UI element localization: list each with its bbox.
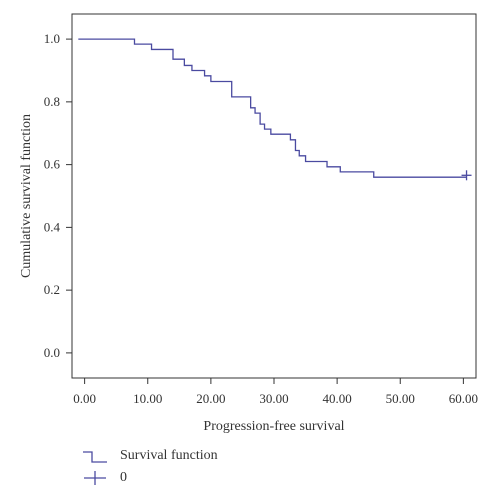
y-axis-title: Cumulative survival function bbox=[19, 114, 34, 278]
censored-marker bbox=[461, 170, 472, 181]
x-tick-label: 20.00 bbox=[196, 391, 225, 406]
y-axis: 0.0 0.2 0.4 0.6 0.8 1.0 bbox=[44, 31, 72, 360]
x-tick-label: 0.00 bbox=[73, 391, 96, 406]
legend-label-censored: 0 bbox=[120, 470, 127, 485]
legend-item-survival-function: Survival function bbox=[80, 445, 218, 467]
x-tick-label: 50.00 bbox=[386, 391, 415, 406]
y-tick-label: 0.0 bbox=[44, 345, 60, 360]
series-layer bbox=[78, 38, 472, 181]
survival-chart: 0.00 10.00 20.00 30.00 40.00 50.00 60.00 0.00.… bbox=[19, 13, 478, 434]
y-tick-label: 0.6 bbox=[44, 157, 61, 172]
x-tick-label: 10.00 bbox=[133, 391, 162, 406]
x-tick-label: 30.00 bbox=[259, 391, 288, 406]
x-tick-label: 60.00 bbox=[449, 391, 478, 406]
y-tick-label: 0.8 bbox=[44, 94, 60, 109]
step-line-icon bbox=[83, 451, 107, 463]
legend-item-censored: 0 bbox=[80, 467, 218, 489]
y-tick-label: 0.2 bbox=[44, 282, 60, 297]
y-tick-label: 1.0 bbox=[44, 31, 60, 46]
plus-marker-icon bbox=[84, 471, 106, 485]
x-axis: 0.00 10.00 20.00 30.00 40.00 50.00 60.00 bbox=[73, 378, 478, 406]
x-axis-title: Progression-free survival bbox=[203, 419, 344, 434]
x-tick-label: 40.00 bbox=[323, 391, 352, 406]
plot-frame bbox=[71, 13, 477, 379]
y-tick-label: 0.4 bbox=[44, 219, 61, 234]
legend: Survival function 0 bbox=[80, 445, 218, 489]
survival-function-line bbox=[78, 38, 467, 178]
legend-label-survival-function: Survival function bbox=[120, 448, 218, 463]
